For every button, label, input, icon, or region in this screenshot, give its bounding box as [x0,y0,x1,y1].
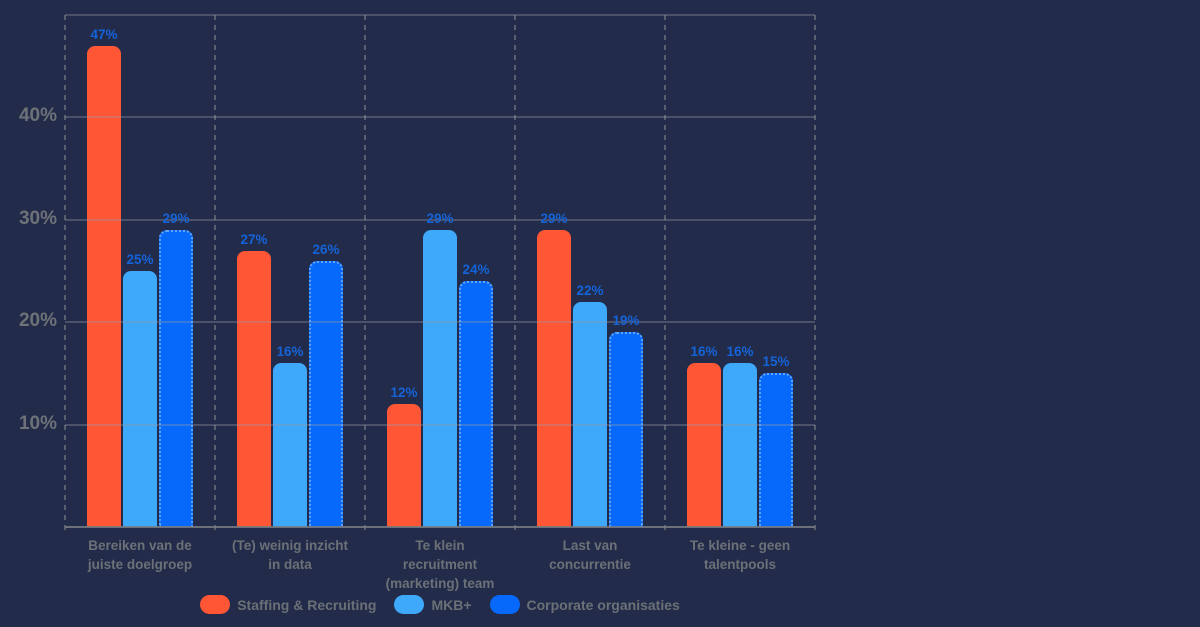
legend: Staffing & Recruiting MKB+ Corporate organ… [65,595,815,614]
y-axis-line [64,15,66,531]
bar [759,373,793,527]
value-label: 29% [426,211,454,227]
value-label: 26% [312,241,340,257]
bar [459,281,493,527]
category-label: Te kleine - geen talentpools [689,538,791,572]
bar [273,363,307,527]
legend-swatch [200,595,231,614]
legend-item: MKB+ [394,595,472,614]
bar [159,230,193,527]
x-axis-line [65,526,815,528]
category-label: Last van concurrentie [549,538,631,572]
legend-item: Staffing & Recruiting [200,595,376,614]
category-label: Bereiken van de juiste doelgroep [87,538,193,572]
category-label: (Te) weinig inzicht in data [232,538,348,572]
legend-swatch [394,595,425,614]
value-label: 12% [390,385,418,401]
y-tick-label: 40% [18,105,57,127]
value-label: 19% [612,313,640,329]
bar [87,45,121,527]
value-label: 25% [126,252,154,267]
gridline [65,423,815,426]
bar [123,271,157,527]
gridline [65,116,815,119]
bar [609,332,643,527]
bar [309,260,343,527]
bar [237,250,271,527]
legend-label: MKB+ [431,596,472,613]
legend-label: Staffing & Recruiting [237,596,377,613]
value-label: 16% [690,344,718,360]
gridline [65,14,815,16]
bar [537,230,571,527]
y-tick-label: 30% [18,207,57,229]
column-gridline [814,15,816,531]
column-gridline [214,15,216,531]
bar [723,363,757,527]
column-gridline [664,15,666,531]
value-label: 24% [462,262,490,278]
bar [423,230,457,527]
gridline [65,218,815,221]
value-label: 47% [90,26,118,42]
y-tick-label: 10% [18,412,57,434]
legend-swatch [489,595,520,614]
bar [573,301,607,527]
value-label: 16% [726,344,754,360]
legend-label: Corporate organisaties [526,596,680,613]
column-gridline [514,15,516,531]
plot-area: 47% 27% 12% 29% 16% 25% 16% 29% 22% 16% 29% 26% 24% 1… [64,14,816,531]
value-label: 29% [162,211,190,227]
legend-item: Corporate organisaties [489,595,680,614]
value-label: 27% [240,231,268,247]
y-tick-label: 20% [18,310,57,332]
value-label: 16% [276,344,304,360]
value-label: 22% [576,282,604,298]
category-label: Te klein recruitment (marketing) team [385,538,495,591]
column-gridline [364,15,366,531]
gridline [65,321,815,324]
value-label: 29% [540,211,568,227]
bar [687,363,721,527]
value-label: 15% [762,354,790,370]
bar [387,404,421,527]
